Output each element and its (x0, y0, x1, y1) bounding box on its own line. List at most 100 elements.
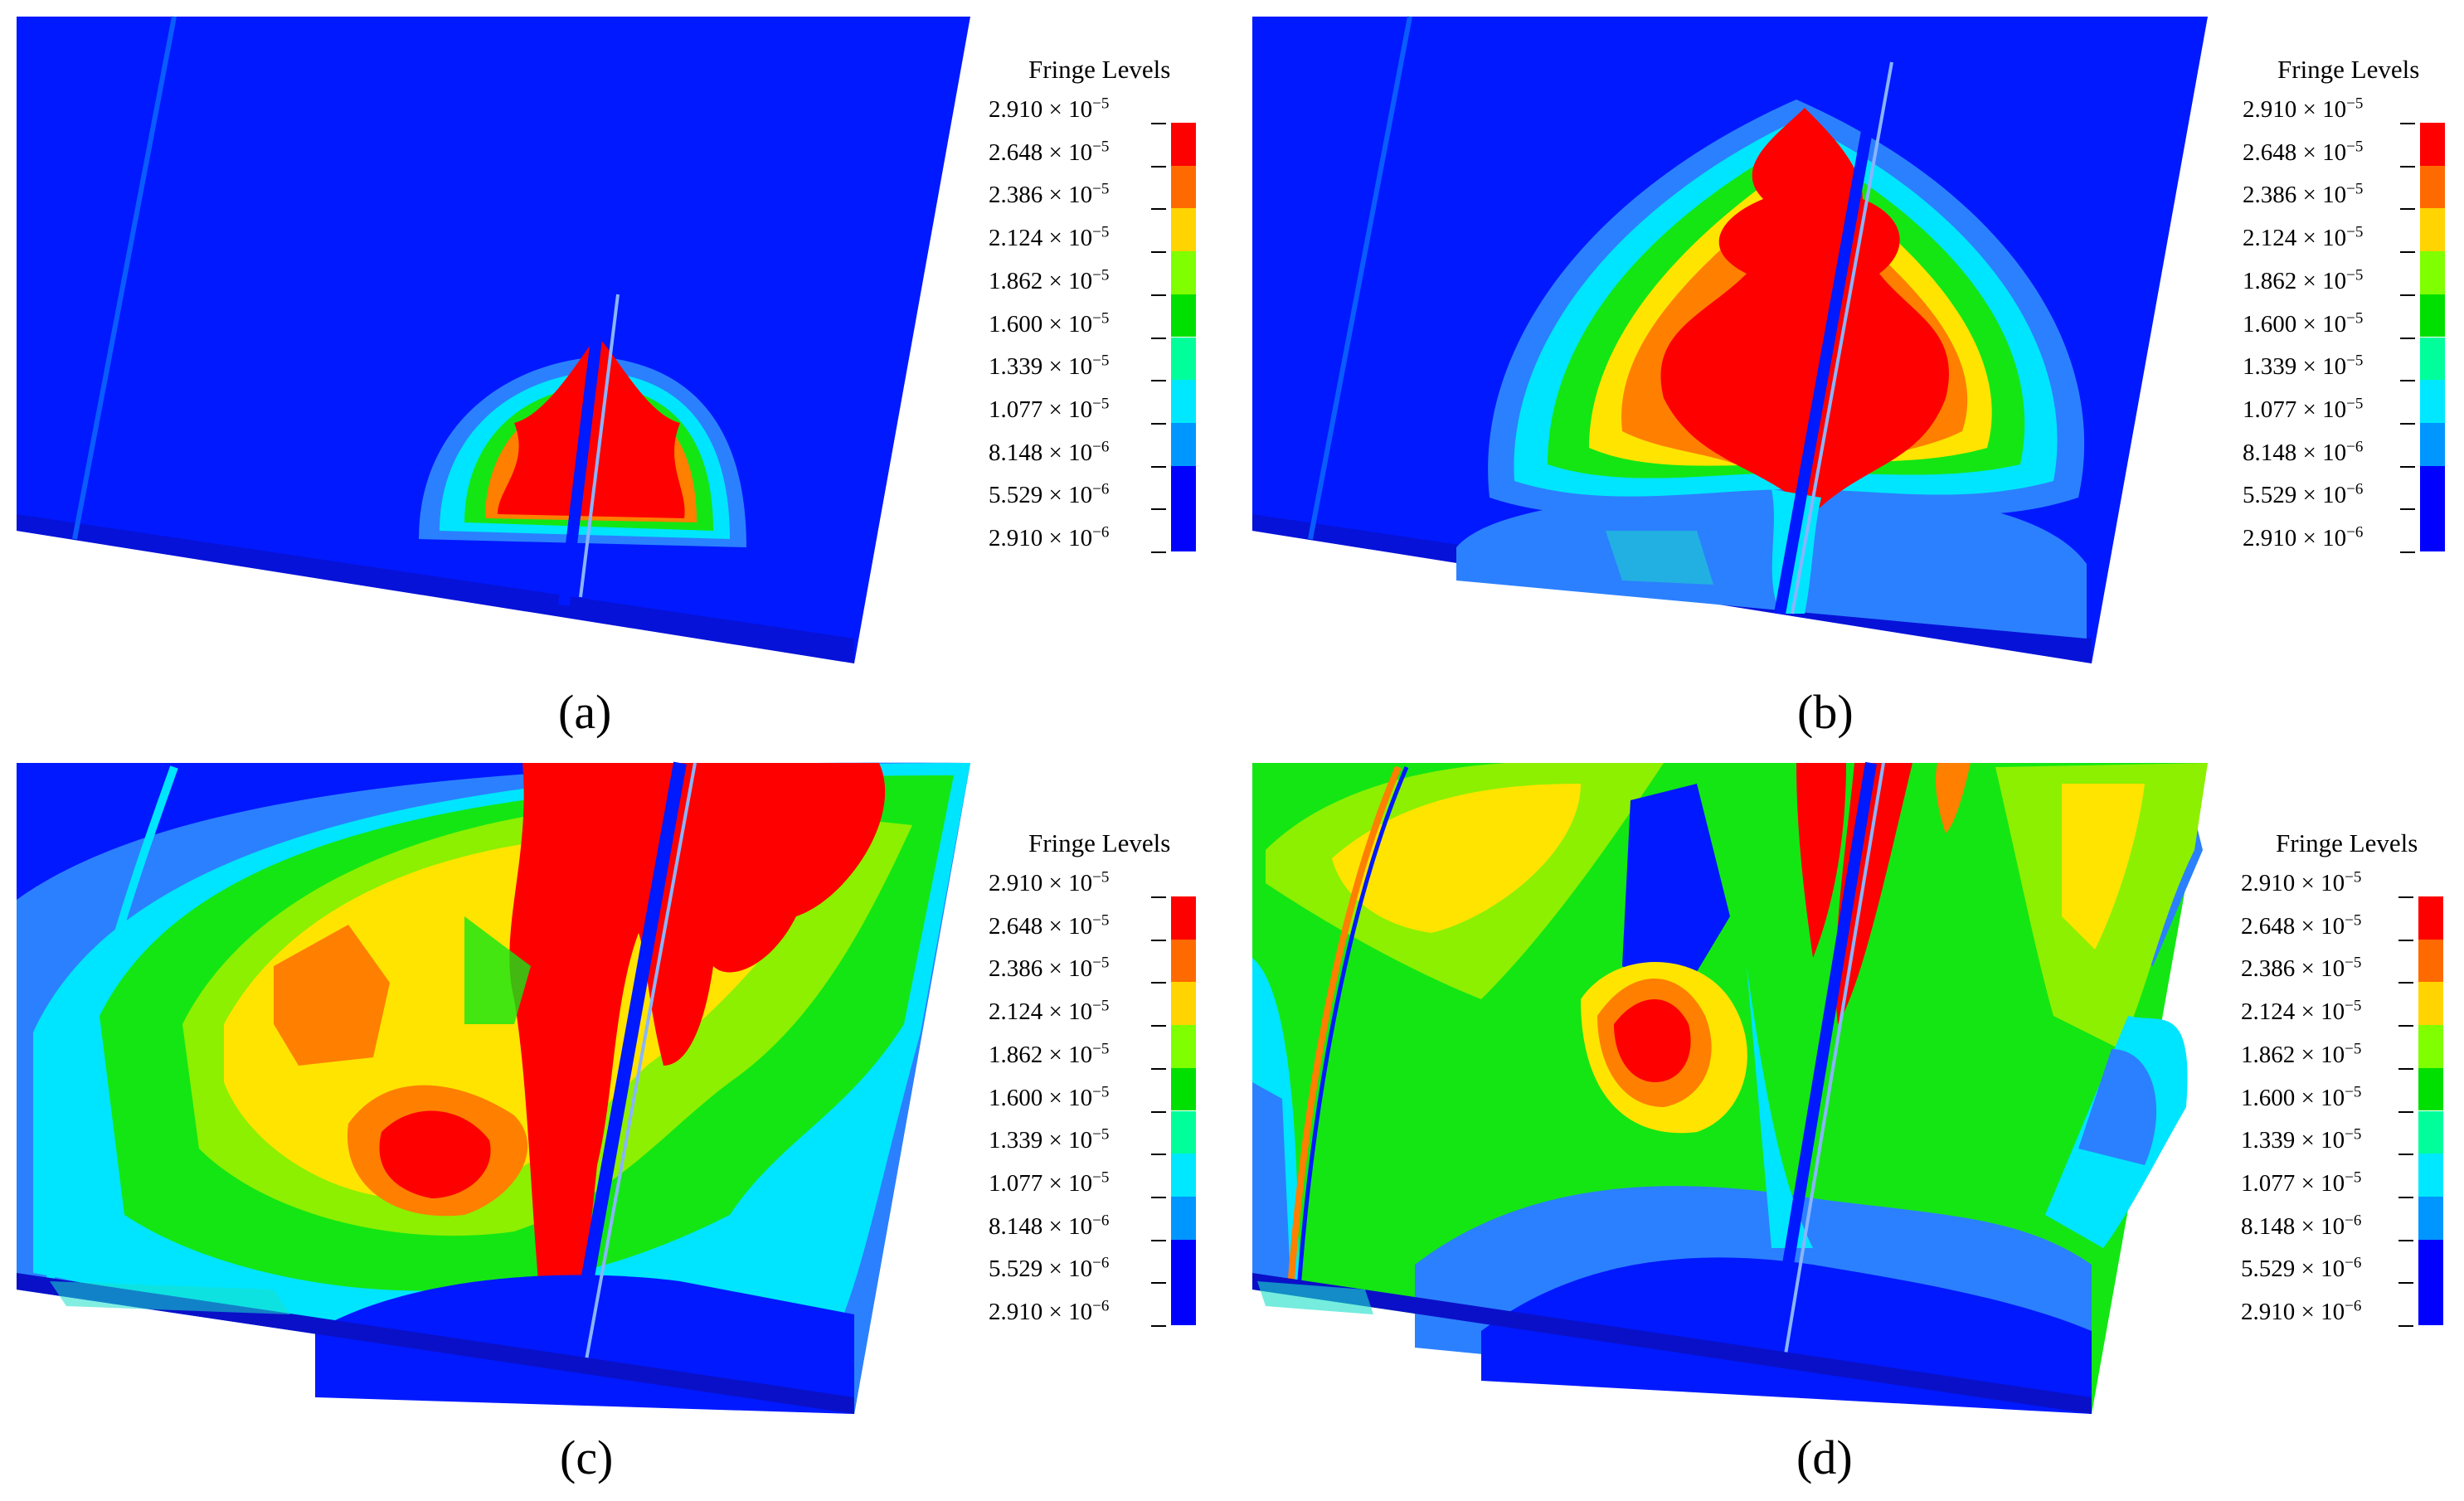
legend-tick-label: 1.862 × 10−5 (989, 1040, 1110, 1068)
legend-tick-exponent: −6 (2346, 437, 2364, 455)
legend-tick-mark (2398, 1025, 2413, 1027)
legend-tick-mantissa: 8.148 (2241, 1212, 2296, 1240)
legend-tick-mantissa: 1.862 (2241, 1041, 2296, 1068)
legend-tick-mark (2400, 508, 2415, 511)
legend-tick-label: 1.077 × 10−5 (989, 1168, 1110, 1197)
legend-swatch (1171, 1067, 1196, 1111)
legend-tick-label: 2.648 × 10−5 (989, 911, 1110, 940)
legend-swatch (1171, 294, 1196, 338)
legend-tick-label: 2.648 × 10−5 (2243, 138, 2364, 166)
legend-tick-exponent: −5 (1092, 352, 1110, 370)
legend-tick-mark (1151, 1154, 1166, 1156)
legend-tick-mantissa: 2.386 (2243, 182, 2297, 209)
legend-tick-mantissa: 1.077 (2241, 1169, 2296, 1197)
legend-tick-exponent: −6 (2346, 480, 2364, 498)
legend-tick-label: 5.529 × 10−6 (2241, 1254, 2362, 1283)
legend-swatch (2420, 508, 2445, 551)
legend-tick-exponent: −5 (2346, 95, 2364, 113)
legend-swatch (1171, 1154, 1196, 1197)
legend-tick-mantissa: 5.529 (2243, 482, 2297, 509)
legend-tick-mark (2400, 123, 2415, 124)
legend-tick-mantissa: 8.148 (2243, 439, 2297, 466)
legend-tick-exponent: −5 (2345, 868, 2362, 887)
legend-tick-exponent: −6 (1092, 1211, 1110, 1229)
legend-tick-label: 1.600 × 10−5 (2243, 308, 2364, 338)
legend-tick-mark (2398, 896, 2413, 898)
legend-tick-mark (1151, 551, 1166, 553)
legend-tick-mark (1151, 1325, 1166, 1327)
legend-tick-mantissa: 2.124 (989, 225, 1043, 252)
legend-tick-label: 2.910 × 10−6 (2241, 1297, 2362, 1325)
legend-swatch (2418, 939, 2443, 983)
legend-swatch (2420, 123, 2445, 166)
panel-d: Fringe Levels 2.910 × 10−5 2.648 × 10−5 2.… (1232, 750, 2464, 1501)
legend-swatch (2418, 1154, 2443, 1197)
legend-tick-mark (1151, 422, 1166, 425)
legend-tick-mark (2398, 982, 2413, 984)
legend-tick-mark (1151, 1239, 1166, 1241)
legend-tick-label: 5.529 × 10−6 (989, 480, 1110, 509)
legend-swatch (2420, 380, 2445, 423)
legend-swatch (1171, 896, 1196, 940)
legend-tick-label: 1.600 × 10−5 (989, 1082, 1110, 1111)
legend-tick-label: 2.910 × 10−5 (2241, 868, 2362, 896)
legend-tick-exponent: −5 (1092, 911, 1110, 930)
legend-tick-mark (1151, 251, 1166, 254)
legend-tick-mantissa: 8.148 (989, 439, 1043, 466)
legend-swatch (1171, 508, 1196, 551)
legend-tick-mantissa: 2.648 (2243, 138, 2297, 166)
legend-swatch (2420, 422, 2445, 466)
legend-tick-label: 2.910 × 10−6 (989, 523, 1110, 551)
legend-swatch (2420, 465, 2445, 509)
legend-tick-exponent: −5 (1092, 868, 1110, 887)
legend-tick-mark (1151, 1110, 1166, 1113)
legend-tick-mantissa: 1.339 (2243, 353, 2297, 381)
legend-tick-label: 2.910 × 10−5 (989, 868, 1110, 896)
simulation-image-a (17, 16, 970, 663)
legend-tick-label: 2.910 × 10−6 (2243, 523, 2364, 551)
legend-swatch (1171, 208, 1196, 252)
legend-tick-mantissa: 2.648 (2241, 912, 2296, 940)
legend-tick-label: 2.910 × 10−5 (989, 95, 1110, 123)
legend-tick-mark (1151, 380, 1166, 382)
legend-tick-exponent: −5 (2346, 352, 2364, 370)
legend-tick-label: 5.529 × 10−6 (989, 1254, 1110, 1283)
legend-swatch (2418, 1067, 2443, 1111)
legend-tick-mantissa: 1.339 (2241, 1127, 2296, 1154)
panel-a: Fringe Levels 2.910 × 10−5 2.648 × 10−5 2.… (0, 0, 1232, 750)
legend-tick-mantissa: 2.648 (989, 912, 1043, 940)
legend-tick-mantissa: 2.910 (989, 1299, 1043, 1325)
legend-tick-label: 8.148 × 10−6 (989, 1211, 1110, 1240)
legend-tick-label: 1.339 × 10−5 (2241, 1125, 2362, 1154)
legend-tick-label: 2.124 × 10−5 (989, 997, 1110, 1026)
legend-swatch (2418, 1239, 2443, 1283)
legend-title: Fringe Levels (1028, 828, 1171, 857)
legend-tick-label: 5.529 × 10−6 (2243, 480, 2364, 509)
legend-tick-exponent: −5 (2345, 1125, 2362, 1144)
legend-tick-mark (2398, 1282, 2413, 1285)
legend-tick-exponent: −5 (1092, 1168, 1110, 1187)
legend-tick-exponent: −5 (1092, 954, 1110, 972)
legend-tick-label: 1.339 × 10−5 (989, 1125, 1110, 1154)
legend-tick-label: 2.386 × 10−5 (989, 954, 1110, 983)
legend-tick-exponent: −5 (1092, 1082, 1110, 1100)
legend-tick-label: 2.386 × 10−5 (2243, 180, 2364, 209)
legend-tick-exponent: −6 (2345, 1211, 2362, 1229)
legend-swatch (1171, 1110, 1196, 1154)
legend-tick-mantissa: 2.910 (989, 870, 1043, 896)
legend-tick-label: 1.077 × 10−5 (2243, 395, 2364, 423)
legend-swatch (2420, 251, 2445, 294)
legend-tick-mantissa: 1.862 (989, 1041, 1043, 1068)
legend-tick-mantissa: 5.529 (989, 482, 1043, 509)
legend-tick-exponent: −5 (2346, 266, 2364, 284)
legend-tick-exponent: −5 (2346, 180, 2364, 198)
legend-tick-mark (1151, 982, 1166, 984)
legend-tick-exponent: −5 (1092, 395, 1110, 413)
legend-tick-mantissa: 2.386 (989, 955, 1043, 983)
legend-tick-mark (2400, 465, 2415, 468)
legend-tick-mantissa: 2.124 (989, 998, 1043, 1026)
legend-tick-mantissa: 1.600 (2243, 310, 2297, 338)
legend-tick-mantissa: 1.862 (989, 267, 1043, 294)
simulation-image-c (17, 761, 970, 1414)
legend-tick-label: 2.124 × 10−5 (2241, 997, 2362, 1026)
